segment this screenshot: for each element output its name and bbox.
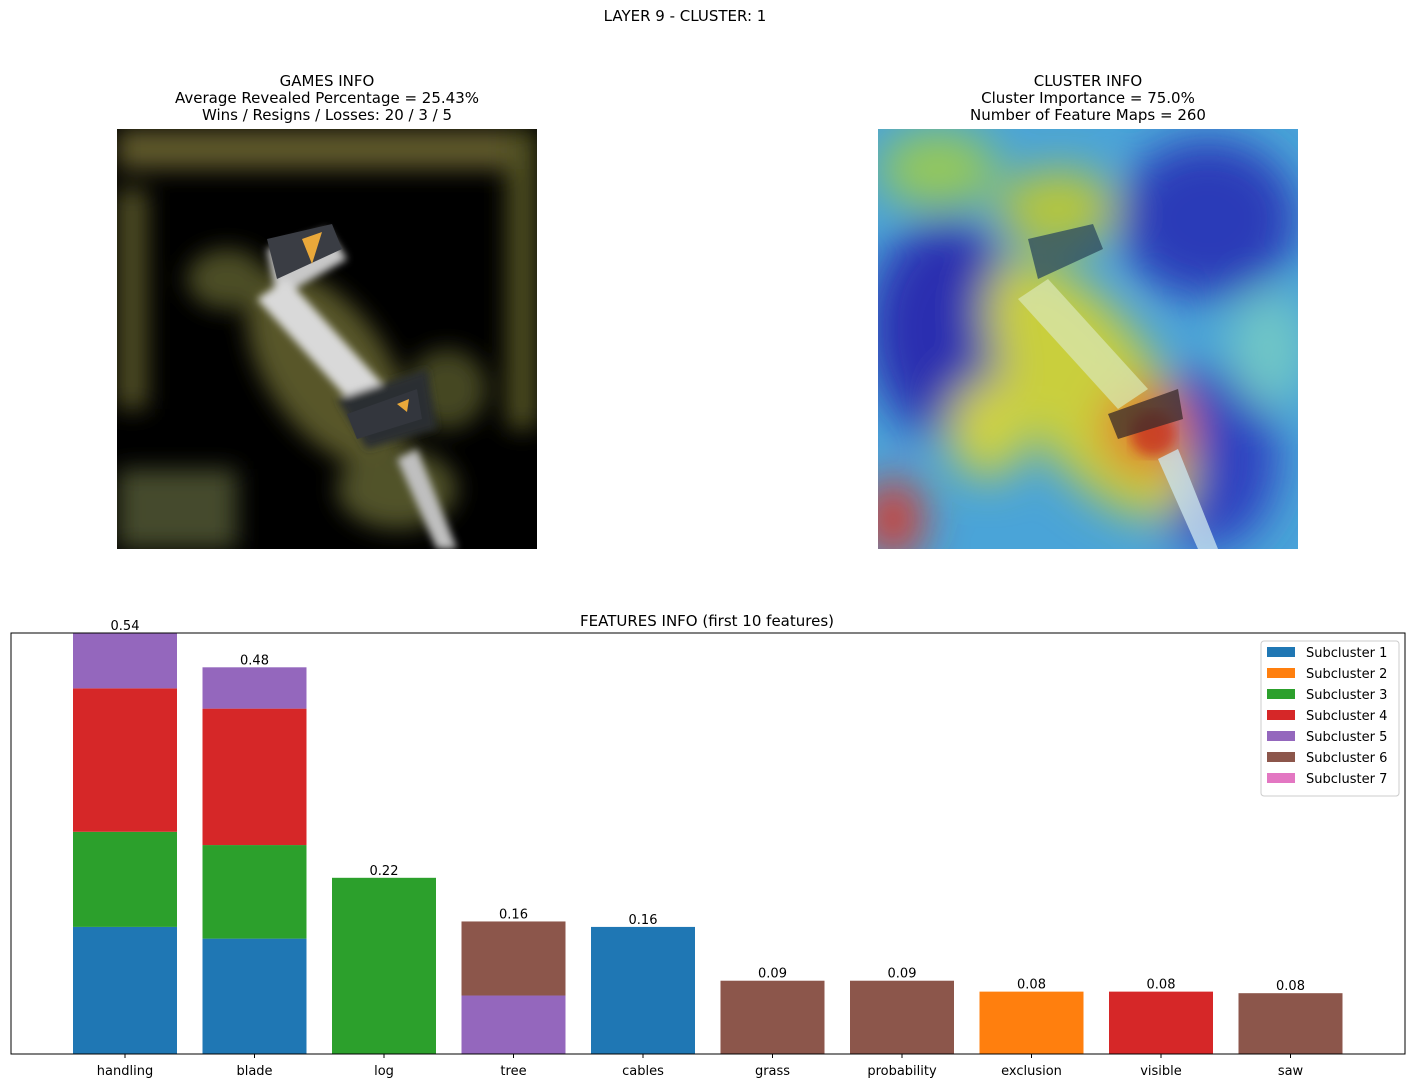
bar-segment-log-subcluster-3 bbox=[332, 877, 436, 1054]
legend-swatch-6 bbox=[1267, 752, 1295, 762]
bar-total-label-log: 0.22 bbox=[370, 864, 399, 879]
bar-total-label-visible: 0.08 bbox=[1147, 978, 1176, 993]
bar-total-label-handling: 0.54 bbox=[111, 619, 140, 634]
bar-segment-visible-subcluster-4 bbox=[1109, 991, 1213, 1054]
bar-segment-tree-subcluster-5 bbox=[461, 995, 566, 1054]
bar-segment-handling-subcluster-1 bbox=[73, 926, 177, 1054]
legend-label-7: Subcluster 7 bbox=[1306, 772, 1387, 787]
bar-segment-blade-subcluster-1 bbox=[202, 938, 307, 1054]
x-tick-label-visible: visible bbox=[1140, 1064, 1182, 1079]
cluster-info-title: CLUSTER INFO bbox=[1033, 72, 1143, 90]
bar-segment-blade-subcluster-5 bbox=[202, 667, 307, 709]
x-tick-label-tree: tree bbox=[500, 1064, 526, 1079]
legend-swatch-2 bbox=[1267, 668, 1295, 678]
bar-segment-handling-subcluster-3 bbox=[73, 831, 177, 927]
bar-total-label-grass: 0.09 bbox=[758, 967, 787, 982]
x-tick-label-exclusion: exclusion bbox=[1001, 1064, 1062, 1079]
bar-segment-handling-subcluster-5 bbox=[73, 633, 177, 689]
legend-box bbox=[1260, 640, 1400, 797]
games-info-title-block: GAMES INFO Average Revealed Percentage =… bbox=[117, 73, 537, 124]
bar-segment-tree-subcluster-6 bbox=[461, 921, 566, 996]
x-tick-label-saw: saw bbox=[1278, 1064, 1304, 1079]
legend-label-3: Subcluster 3 bbox=[1306, 688, 1387, 703]
bar-segment-grass-subcluster-6 bbox=[720, 980, 825, 1054]
bar-segment-probability-subcluster-6 bbox=[850, 980, 954, 1054]
games-info-results: Wins / Resigns / Losses: 20 / 3 / 5 bbox=[201, 106, 453, 124]
x-tick-label-grass: grass bbox=[755, 1064, 790, 1079]
x-tick-label-blade: blade bbox=[236, 1064, 272, 1079]
bar-segment-exclusion-subcluster-2 bbox=[979, 991, 1084, 1054]
games-info-title: GAMES INFO bbox=[279, 72, 375, 90]
bar-segment-blade-subcluster-3 bbox=[202, 845, 307, 939]
bar-segment-saw-subcluster-6 bbox=[1238, 993, 1343, 1054]
legend-label-4: Subcluster 4 bbox=[1306, 709, 1387, 724]
bar-segment-cables-subcluster-1 bbox=[591, 926, 695, 1054]
legend-swatch-5 bbox=[1267, 731, 1295, 741]
legend-label-1: Subcluster 1 bbox=[1306, 646, 1387, 661]
legend-swatch-3 bbox=[1267, 689, 1295, 699]
x-tick-label-cables: cables bbox=[622, 1064, 664, 1079]
x-tick-labels: handling blade log tree cables grass probabili… bbox=[97, 1054, 1304, 1079]
bar-total-label-tree: 0.16 bbox=[499, 907, 528, 922]
bar-total-label-exclusion: 0.08 bbox=[1017, 978, 1046, 993]
masked-image bbox=[117, 129, 537, 549]
bar-total-label-blade: 0.48 bbox=[240, 653, 269, 668]
legend: Subcluster 1 Subcluster 2 Subcluster 3 Subc… bbox=[1260, 640, 1400, 797]
legend-label-2: Subcluster 2 bbox=[1306, 667, 1387, 682]
bar-total-label-cables: 0.16 bbox=[629, 913, 658, 928]
cluster-info-title-block: CLUSTER INFO Cluster Importance = 75.0% … bbox=[878, 73, 1298, 124]
bar-segment-blade-subcluster-4 bbox=[202, 708, 307, 846]
x-tick-label-handling: handling bbox=[97, 1064, 153, 1079]
cluster-info-feature-maps: Number of Feature Maps = 260 bbox=[970, 106, 1206, 124]
features-bar-chart: FEATURES INFO (first 10 features) 0.540.… bbox=[10, 612, 1406, 1079]
x-tick-label-probability: probability bbox=[867, 1064, 937, 1079]
legend-label-5: Subcluster 5 bbox=[1306, 730, 1387, 745]
cluster-info-importance: Cluster Importance = 75.0% bbox=[981, 89, 1195, 107]
bar-segment-handling-subcluster-4 bbox=[73, 688, 177, 832]
legend-swatch-1 bbox=[1267, 647, 1295, 657]
legend-label-6: Subcluster 6 bbox=[1306, 751, 1387, 766]
legend-swatch-4 bbox=[1267, 710, 1295, 720]
bars-group bbox=[73, 633, 1343, 1054]
games-info-revealed: Average Revealed Percentage = 25.43% bbox=[174, 89, 479, 107]
bar-total-labels: 0.54 0.48 0.22 0.16 0.16 0.09 0.09 0.08 0.08 0.08 bbox=[111, 619, 1305, 994]
figure-title: LAYER 9 - CLUSTER: 1 bbox=[603, 7, 767, 25]
bar-total-label-saw: 0.08 bbox=[1276, 979, 1305, 994]
heatmap-image bbox=[878, 129, 1298, 549]
x-tick-label-log: log bbox=[374, 1064, 394, 1079]
bar-total-label-probability: 0.09 bbox=[888, 967, 917, 982]
legend-swatch-7 bbox=[1267, 773, 1295, 783]
plot-frame bbox=[10, 632, 1406, 1055]
chart-title: FEATURES INFO (first 10 features) bbox=[580, 612, 834, 630]
